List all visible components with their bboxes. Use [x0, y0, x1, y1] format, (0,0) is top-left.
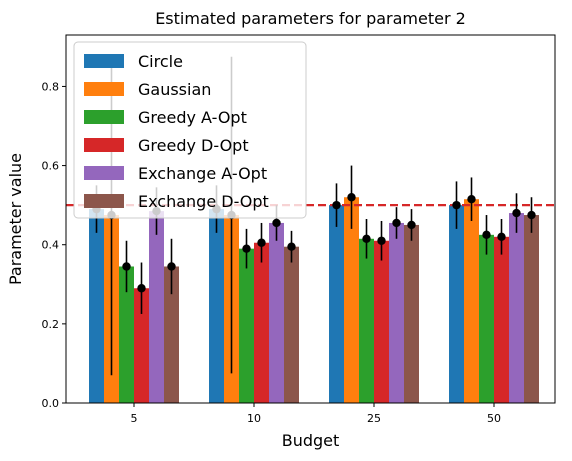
legend-label: Gaussian [138, 80, 211, 99]
data-point [362, 234, 371, 243]
bar [134, 288, 149, 403]
bar [464, 199, 479, 403]
legend-swatch [84, 166, 124, 180]
bar [149, 211, 164, 403]
legend-swatch [84, 54, 124, 68]
chart-title: Estimated parameters for parameter 2 [155, 9, 466, 28]
bar [164, 266, 179, 403]
bar [119, 266, 134, 403]
bar [509, 213, 524, 403]
data-point [242, 244, 251, 253]
legend-label: Exchange D-Opt [138, 192, 269, 211]
data-point [122, 262, 131, 271]
bar [524, 215, 539, 403]
legend: Circle Gaussian Greedy A-Opt Greedy D-Opt Ex… [73, 41, 307, 219]
bar [494, 236, 509, 403]
data-point [332, 200, 341, 210]
y-tick-label: 0.2 [42, 318, 60, 331]
x-tick-label: 50 [487, 412, 501, 425]
bar [269, 222, 284, 403]
data-point [392, 218, 401, 228]
data-point [467, 195, 476, 204]
y-tick-label: 0.4 [42, 239, 60, 252]
data-point [452, 200, 461, 210]
data-point [407, 220, 416, 230]
bar [284, 246, 299, 403]
x-axis-label: Budget [282, 431, 340, 450]
bar [209, 209, 224, 403]
data-point [257, 238, 266, 247]
bar [239, 248, 254, 403]
axes-layer: 0.0 0.2 0.4 0.6 0.8 5 10 25 50 [42, 34, 556, 425]
bar [359, 238, 374, 403]
data-point [287, 242, 296, 251]
data-point [167, 262, 176, 271]
bar [404, 224, 419, 403]
y-tick-label: 0.8 [42, 80, 60, 93]
bar [254, 242, 269, 403]
x-tick-label: 10 [247, 412, 261, 425]
bar [389, 222, 404, 403]
bar [89, 209, 104, 403]
bar [449, 205, 464, 403]
bars-layer [66, 54, 555, 403]
bar [329, 205, 344, 403]
legend-swatch [84, 194, 124, 208]
y-tick-label: 0.0 [42, 397, 60, 410]
plot-frame [65, 34, 556, 404]
data-point [527, 210, 536, 220]
legend-label: Greedy D-Opt [138, 136, 249, 155]
legend-box [73, 41, 307, 219]
data-point [377, 236, 386, 245]
data-point [512, 208, 521, 218]
bar [374, 240, 389, 403]
legend-label: Greedy A-Opt [138, 108, 247, 127]
x-tick-label: 25 [367, 412, 381, 425]
bar [479, 234, 494, 403]
legend-swatch [84, 138, 124, 152]
data-point [347, 193, 356, 202]
y-axis-label: Parameter value [6, 153, 25, 285]
data-point [137, 284, 146, 293]
y-tick-label: 0.6 [42, 160, 60, 173]
legend-label: Exchange A-Opt [138, 164, 267, 183]
bar [344, 197, 359, 403]
data-point [497, 232, 506, 242]
legend-swatch [84, 82, 124, 96]
data-point [272, 218, 281, 228]
legend-swatch [84, 110, 124, 124]
x-tick-label: 5 [131, 412, 138, 425]
data-point [482, 230, 491, 240]
legend-label: Circle [138, 52, 183, 71]
